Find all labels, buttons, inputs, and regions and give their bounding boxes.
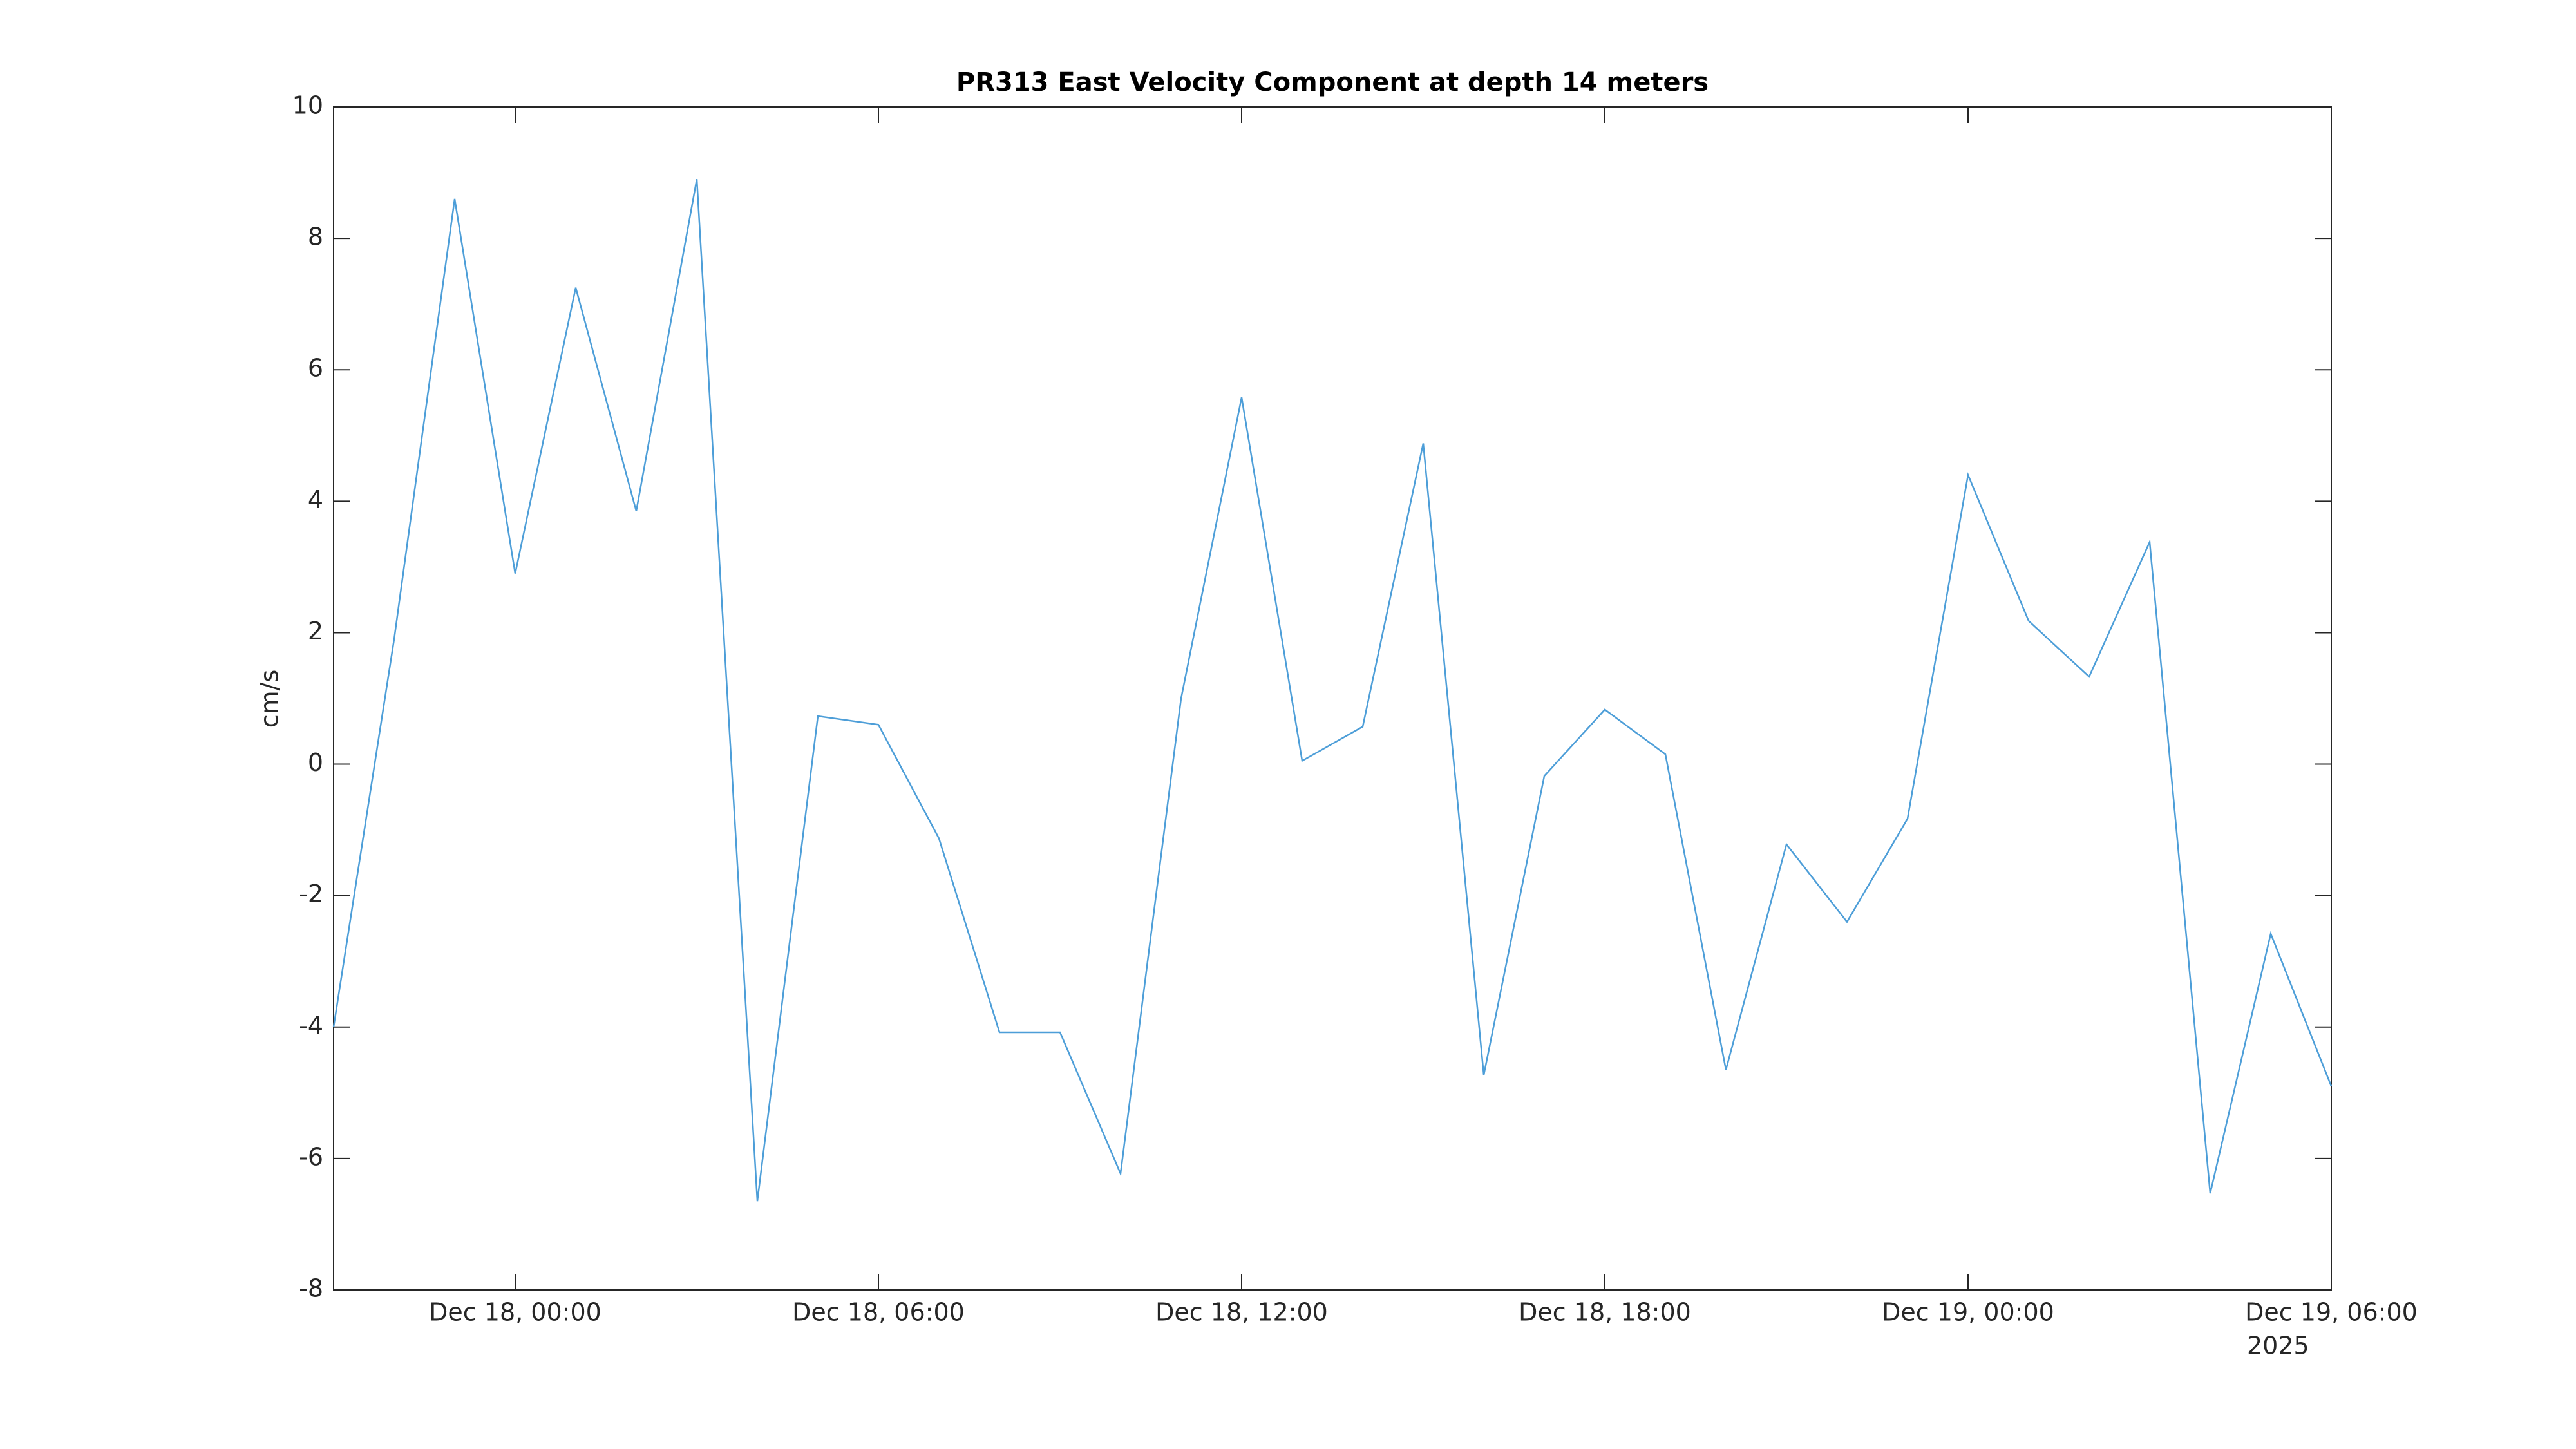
y-axis-label: cm/s xyxy=(256,670,284,728)
plot-frame xyxy=(333,106,2332,1291)
y-tick-label: -6 xyxy=(299,1142,323,1171)
x-tick-label: Dec 18, 06:00 xyxy=(792,1298,965,1327)
y-tick-label: 4 xyxy=(308,486,323,514)
y-tick-label: 8 xyxy=(308,223,323,251)
y-tick-label: 2 xyxy=(308,617,323,645)
chart-title: PR313 East Velocity Component at depth 1… xyxy=(956,68,1709,97)
y-tick-label: 6 xyxy=(308,354,323,383)
y-tick-label: -4 xyxy=(299,1011,323,1039)
x-tick-label: Dec 18, 00:00 xyxy=(429,1298,601,1327)
y-tick-label: -8 xyxy=(299,1274,323,1303)
y-tick-label: 10 xyxy=(292,91,323,120)
x-tick-label: Dec 19, 00:00 xyxy=(1882,1298,2054,1327)
x-tick-label: Dec 19, 06:00 xyxy=(2245,1298,2418,1327)
data-line xyxy=(332,179,2333,1202)
x-offset-label: 2025 xyxy=(2247,1332,2309,1360)
x-tick-label: Dec 18, 12:00 xyxy=(1155,1298,1328,1327)
y-tick-label: -2 xyxy=(299,880,323,908)
x-tick-label: Dec 18, 18:00 xyxy=(1519,1298,1691,1327)
y-tick-label: 0 xyxy=(308,748,323,777)
